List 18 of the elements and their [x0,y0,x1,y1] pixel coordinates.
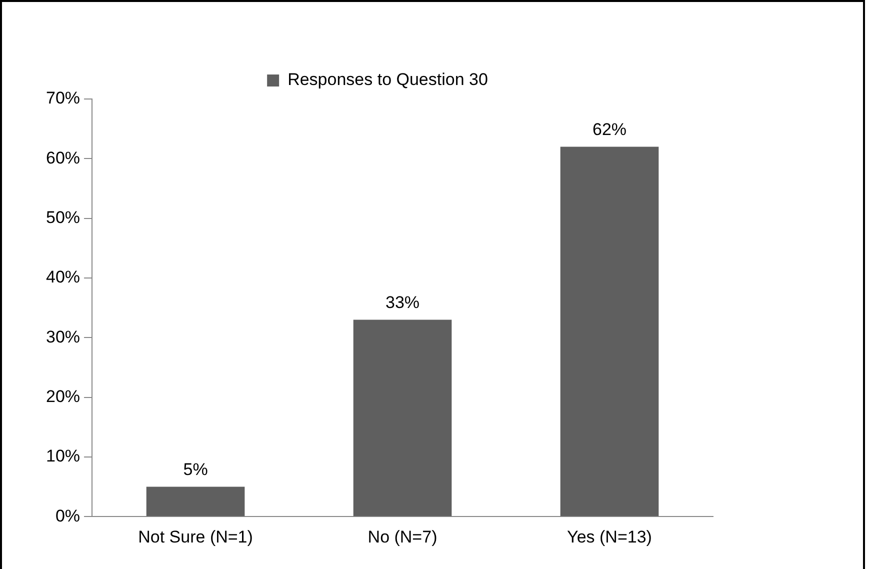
x-tick-label: No (N=7) [368,527,438,546]
y-tick-label: 20% [46,386,80,406]
y-tick-label: 70% [46,88,80,108]
y-tick-label: 0% [55,506,80,526]
legend-label: Responses to Question 30 [288,70,488,90]
data-label: 33% [385,292,420,312]
x-tick-label: Yes (N=13) [567,527,652,546]
bar [560,146,659,516]
data-label: 62% [592,120,627,139]
bar [353,320,452,516]
y-tick-label: 60% [46,148,80,168]
y-tick-label: 30% [46,327,80,346]
y-tick-label: 10% [46,446,80,466]
y-tick-label: 40% [46,268,80,287]
x-tick-label: Not Sure (N=1) [138,527,253,546]
bar [146,486,245,516]
data-label: 5% [183,460,208,479]
y-tick-label: 50% [46,208,80,227]
